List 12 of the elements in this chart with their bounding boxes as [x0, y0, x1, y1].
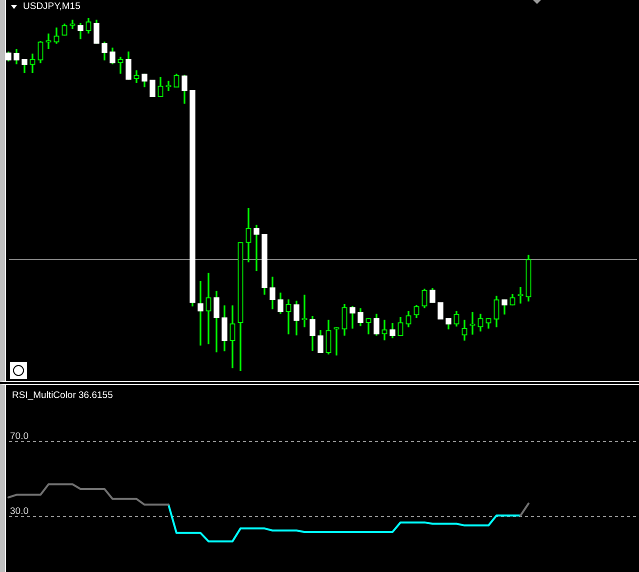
ref-line-label: 70.0 [10, 431, 28, 442]
candlestick [206, 272, 212, 344]
candlestick [118, 56, 124, 74]
candlestick [382, 320, 388, 340]
candlestick [198, 281, 204, 346]
chart-title: USDJPY,M15 [23, 1, 80, 12]
text: RSI_MultiColor 36.6155 [12, 390, 113, 401]
candlestick [438, 302, 444, 320]
candlestick [150, 80, 156, 98]
candlestick [254, 224, 260, 272]
candlestick [286, 299, 292, 334]
ref-line-label: 30.0 [10, 506, 28, 517]
